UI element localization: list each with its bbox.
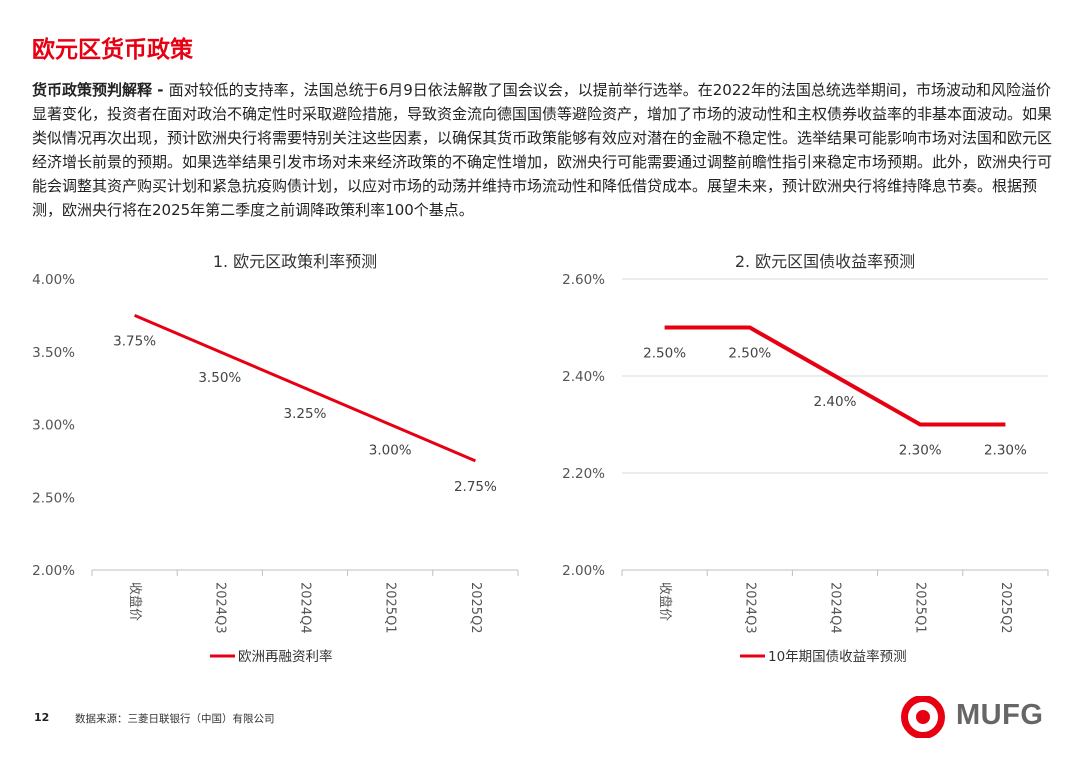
series-line bbox=[134, 313, 476, 463]
data-label: 2.50% bbox=[643, 346, 686, 362]
y-tick-label: 2.20% bbox=[562, 466, 605, 482]
mufg-logo-text: MUFG bbox=[956, 699, 1044, 731]
policy-rate-chart: 1. 欧元区政策利率预测 2.00% 2.50% 3.00% 3.50% 4.00% 收盘价… bbox=[20, 245, 540, 679]
x-tick-label: 2024Q4 bbox=[298, 582, 313, 634]
legend-label: 欧洲再融资利率 bbox=[238, 648, 333, 665]
x-tick-label: 收盘价 bbox=[657, 582, 673, 621]
bond-yield-chart: 2. 欧元区国债收益率预测 2.00% 2.20% 2.40% 2.60% 收盘价 2024… bbox=[550, 245, 1070, 679]
data-label: 3.00% bbox=[369, 443, 412, 459]
x-tick-label: 2025Q1 bbox=[913, 582, 928, 634]
x-tick-label: 2025Q1 bbox=[383, 582, 398, 634]
y-tick-label: 2.50% bbox=[32, 490, 75, 506]
x-tick-label: 2024Q3 bbox=[742, 582, 757, 634]
intro-paragraph: 货币政策预判解释 - 面对较低的支持率，法国总统于6月9日依法解散了国会议会，以… bbox=[32, 78, 1052, 222]
data-label: 2.30% bbox=[984, 443, 1027, 459]
data-label: 3.25% bbox=[284, 406, 327, 422]
y-tick-label: 3.00% bbox=[32, 418, 75, 434]
data-label: 3.75% bbox=[113, 333, 156, 349]
y-tick-label: 2.40% bbox=[562, 369, 605, 385]
data-label: 2.75% bbox=[454, 479, 497, 495]
x-tick-label: 收盘价 bbox=[127, 582, 143, 621]
page-number: 12 bbox=[34, 711, 50, 724]
series-line bbox=[664, 325, 1006, 427]
intro-lead: 货币政策预判解释 - bbox=[32, 81, 169, 99]
y-tick-label: 2.60% bbox=[562, 272, 605, 288]
y-tick-label: 2.00% bbox=[562, 563, 605, 579]
data-source: 数据来源：三菱日联银行（中国）有限公司 bbox=[75, 713, 275, 725]
mufg-logo-icon bbox=[901, 695, 945, 739]
intro-body: 面对较低的支持率，法国总统于6月9日依法解散了国会议会，以提前举行选举。在202… bbox=[32, 81, 1053, 219]
y-tick-label: 2.00% bbox=[32, 563, 75, 579]
chart-title: 1. 欧元区政策利率预测 bbox=[213, 252, 377, 271]
mufg-logo: MUFG bbox=[898, 695, 1058, 739]
data-label: 2.50% bbox=[728, 346, 771, 362]
y-tick-label: 3.50% bbox=[32, 345, 75, 361]
x-tick-label: 2024Q3 bbox=[212, 582, 227, 634]
data-label: 2.30% bbox=[899, 443, 942, 459]
bond-yield-chart-svg: 2. 欧元区国债收益率预测 2.00% 2.20% 2.40% 2.60% 收盘价 2024… bbox=[562, 252, 1049, 665]
data-label: 3.50% bbox=[198, 370, 241, 386]
policy-rate-chart-svg: 1. 欧元区政策利率预测 2.00% 2.50% 3.00% 3.50% 4.00% 收盘价… bbox=[32, 252, 519, 665]
y-tick-label: 4.00% bbox=[32, 272, 75, 288]
x-tick-label: 2025Q2 bbox=[468, 582, 483, 634]
legend-label: 10年期国债收益率预测 bbox=[768, 648, 907, 665]
x-tick-label: 2024Q4 bbox=[828, 582, 843, 634]
page-title: 欧元区货币政策 bbox=[32, 37, 193, 63]
chart-title: 2. 欧元区国债收益率预测 bbox=[735, 252, 915, 271]
data-label: 2.40% bbox=[814, 394, 857, 410]
x-tick-label: 2025Q2 bbox=[998, 582, 1013, 634]
